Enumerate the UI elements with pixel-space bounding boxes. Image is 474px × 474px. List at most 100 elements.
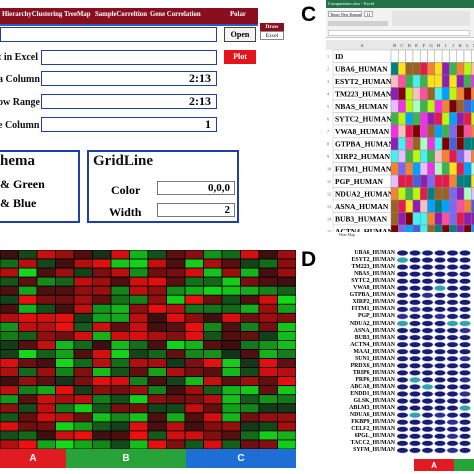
gene-label: PGP_HUMAN	[357, 313, 395, 320]
heatmap-cell	[92, 312, 112, 323]
color-cell	[449, 187, 457, 201]
heatmap-cell	[203, 412, 223, 423]
heatmap-cell	[73, 430, 93, 441]
heatmap-cell	[129, 321, 149, 332]
color-cell	[412, 224, 421, 232]
excel-grid[interactable]: A BCDEFGHIJKLM 1 ID 2 UBA6_HUMAN 3 ESYT2_HUMAN 4…	[326, 40, 474, 232]
heatmap-cell	[73, 250, 93, 260]
heatmap-cell	[184, 349, 204, 359]
heatmap-cell	[277, 367, 296, 378]
heatmap-cell	[73, 412, 93, 423]
bubble	[409, 440, 421, 447]
id-cell-text: PGP_HUMAN	[335, 177, 383, 186]
bubble	[434, 257, 446, 264]
color-cell	[449, 199, 457, 213]
menu-sample-correlation[interactable]: SampleCorreltion	[95, 11, 147, 18]
bubble	[434, 299, 446, 306]
data-column-input[interactable]: 2:13	[41, 71, 217, 86]
color-cell	[398, 99, 406, 113]
heatmap-cell	[18, 294, 38, 305]
color-cell	[412, 49, 421, 63]
heatmap-cell	[110, 412, 130, 423]
formatting-toolbar[interactable]	[328, 21, 388, 26]
heatmap-cell	[258, 258, 278, 269]
heatmap-panel: A B C	[0, 250, 296, 474]
menu-treemap[interactable]: TreeMap	[64, 11, 91, 18]
heatmap-cell	[184, 250, 204, 260]
heatmap-cell	[0, 385, 19, 396]
heatmap-cell	[147, 412, 167, 423]
heatmap-cell	[110, 321, 130, 332]
bubble	[459, 412, 471, 419]
excel-tab[interactable]: Excel	[260, 31, 284, 40]
heatmap-cell	[147, 294, 167, 305]
schema-option-blue[interactable]: & Blue	[0, 196, 37, 210]
bubble	[446, 447, 459, 454]
color-cell	[449, 137, 457, 151]
schema-title: hema	[0, 153, 35, 169]
heatmap-cell	[18, 385, 38, 396]
bubble	[434, 362, 446, 369]
color-cell	[427, 162, 436, 176]
gene-label: FKBP9_HUMAN	[351, 419, 395, 426]
menu-polar[interactable]: Polar	[230, 11, 246, 18]
heatmap-cell	[55, 412, 75, 423]
color-cell	[405, 87, 414, 101]
heatmap-cell	[184, 321, 204, 332]
heatmap-cell	[184, 258, 204, 269]
name-column-input[interactable]: 1	[41, 117, 217, 132]
color-cell	[419, 174, 428, 188]
heatmap-cell	[203, 294, 223, 305]
schema-option-red-green[interactable]: & Green	[0, 177, 45, 191]
bubble	[396, 405, 409, 412]
bubble	[434, 433, 446, 440]
heatmap-cell	[166, 267, 186, 278]
color-cell	[471, 199, 474, 213]
color-cell	[412, 187, 421, 201]
menu-gene-correlation[interactable]: Gene Correlation	[150, 11, 201, 18]
menu-hierarchy-clustering[interactable]: HierarchyClustering	[2, 11, 63, 18]
color-cell	[390, 149, 399, 163]
heatmap-cell	[221, 258, 241, 269]
font-name-box[interactable]: Times New Roman	[328, 11, 362, 17]
heatmap-cell	[240, 385, 260, 396]
color-cell	[471, 62, 474, 76]
gridline-width-input[interactable]: 2	[157, 203, 235, 217]
color-cell	[449, 99, 457, 113]
gene-label: TRIP6_HUMAN	[352, 369, 395, 376]
heatmap-cell	[0, 394, 19, 405]
gridline-color-input[interactable]: 0,0,0	[157, 181, 235, 195]
heatmap-cell	[166, 321, 186, 332]
ribbon-groups[interactable]	[392, 11, 470, 26]
column-header: F	[423, 43, 426, 48]
excel-sheet-input[interactable]	[41, 50, 217, 65]
heatmap-cell	[92, 421, 112, 432]
font-size-box[interactable]: 11	[364, 11, 373, 17]
open-button[interactable]: Open	[224, 27, 256, 42]
bubble	[421, 264, 434, 271]
bubble	[409, 355, 421, 362]
bubble	[409, 341, 421, 348]
heatmap-cell	[73, 349, 93, 359]
heatmap-cell	[92, 376, 112, 387]
heatmap-cell	[73, 385, 93, 396]
color-cell	[456, 62, 465, 76]
color-cell	[398, 87, 406, 101]
color-cell	[463, 149, 472, 163]
color-cell	[412, 212, 421, 226]
heatmap-cell	[258, 394, 278, 405]
heatmap-cell	[240, 285, 260, 296]
draw-tab[interactable]: Draw	[260, 23, 284, 31]
color-cell	[471, 49, 474, 63]
heatmap-cell	[36, 312, 56, 323]
bubble	[434, 327, 446, 334]
excel-path-input[interactable]	[0, 27, 217, 42]
formula-bar[interactable]	[328, 30, 470, 36]
heatmap-cell	[18, 349, 38, 359]
plot-button[interactable]: Plot	[224, 50, 256, 64]
sheet-tab-heat-map[interactable]: Heat Map	[339, 232, 355, 237]
id-cell-text: ID	[335, 52, 344, 61]
row-range-input[interactable]: 2:13	[41, 94, 217, 109]
heatmap-cell	[92, 258, 112, 269]
bubble	[459, 433, 471, 440]
